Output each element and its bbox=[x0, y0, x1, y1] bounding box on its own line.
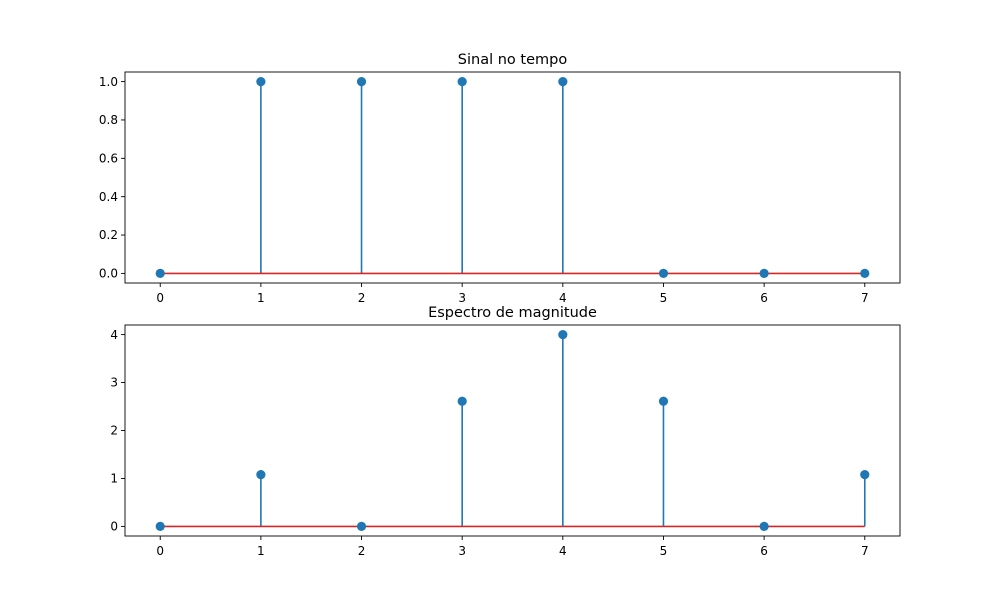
x-tick-label: 2 bbox=[358, 291, 366, 305]
y-tick-label: 0 bbox=[110, 520, 118, 534]
data-point bbox=[356, 521, 367, 532]
y-tick-label: 4 bbox=[110, 328, 118, 342]
data-point bbox=[558, 76, 568, 87]
data-point bbox=[457, 76, 467, 87]
x-tick-label: 3 bbox=[458, 544, 466, 558]
data-point bbox=[256, 470, 266, 480]
y-tick-label: 1 bbox=[110, 472, 118, 486]
x-tick-label: 3 bbox=[458, 291, 466, 305]
chart-title: Sinal no tempo bbox=[458, 52, 568, 68]
data-point bbox=[256, 76, 266, 87]
x-tick-label: 4 bbox=[559, 544, 567, 558]
y-tick-label: 1.0 bbox=[99, 75, 118, 89]
axes-frame bbox=[124, 71, 901, 284]
x-tick-label: 7 bbox=[861, 291, 869, 305]
x-tick-label: 6 bbox=[760, 291, 768, 305]
y-tick-label: 0.0 bbox=[99, 267, 118, 281]
data-point bbox=[155, 521, 165, 532]
data-point bbox=[860, 268, 870, 279]
x-tick-label: 0 bbox=[156, 544, 164, 558]
x-tick-label: 4 bbox=[559, 291, 567, 305]
data-point bbox=[356, 76, 367, 87]
x-tick-label: 5 bbox=[660, 544, 668, 558]
data-point bbox=[558, 329, 568, 340]
x-tick-label: 5 bbox=[660, 291, 668, 305]
x-tick-label: 0 bbox=[156, 291, 164, 305]
data-point bbox=[457, 396, 467, 406]
y-tick-label: 0.4 bbox=[99, 190, 118, 204]
x-tick-label: 2 bbox=[358, 544, 366, 558]
data-point bbox=[759, 268, 769, 279]
y-tick-label: 2 bbox=[110, 424, 118, 438]
y-tick-label: 0.8 bbox=[99, 113, 118, 127]
y-tick-label: 3 bbox=[110, 376, 118, 390]
chart-title: Espectro de magnitude bbox=[428, 305, 597, 321]
data-point bbox=[759, 521, 769, 532]
chart-magnitude-spectrum: Espectro de magnitude 0 1 2 3 4 5 6 7 0 1 2 3 4 bbox=[110, 305, 901, 558]
x-tick-label: 6 bbox=[760, 544, 768, 558]
data-point bbox=[860, 470, 870, 480]
data-point bbox=[658, 396, 669, 406]
y-tick-label: 0.2 bbox=[99, 228, 118, 242]
chart-time-signal: Sinal no tempo 0 1 2 3 4 5 6 7 0.0 0.2 0.4 0.6 0.8 1.… bbox=[99, 52, 901, 305]
data-point bbox=[658, 268, 669, 279]
x-tick-label: 1 bbox=[257, 291, 265, 305]
x-tick-label: 7 bbox=[861, 544, 869, 558]
x-tick-label: 1 bbox=[257, 544, 265, 558]
y-tick-label: 0.6 bbox=[99, 152, 118, 166]
data-point bbox=[155, 268, 165, 279]
